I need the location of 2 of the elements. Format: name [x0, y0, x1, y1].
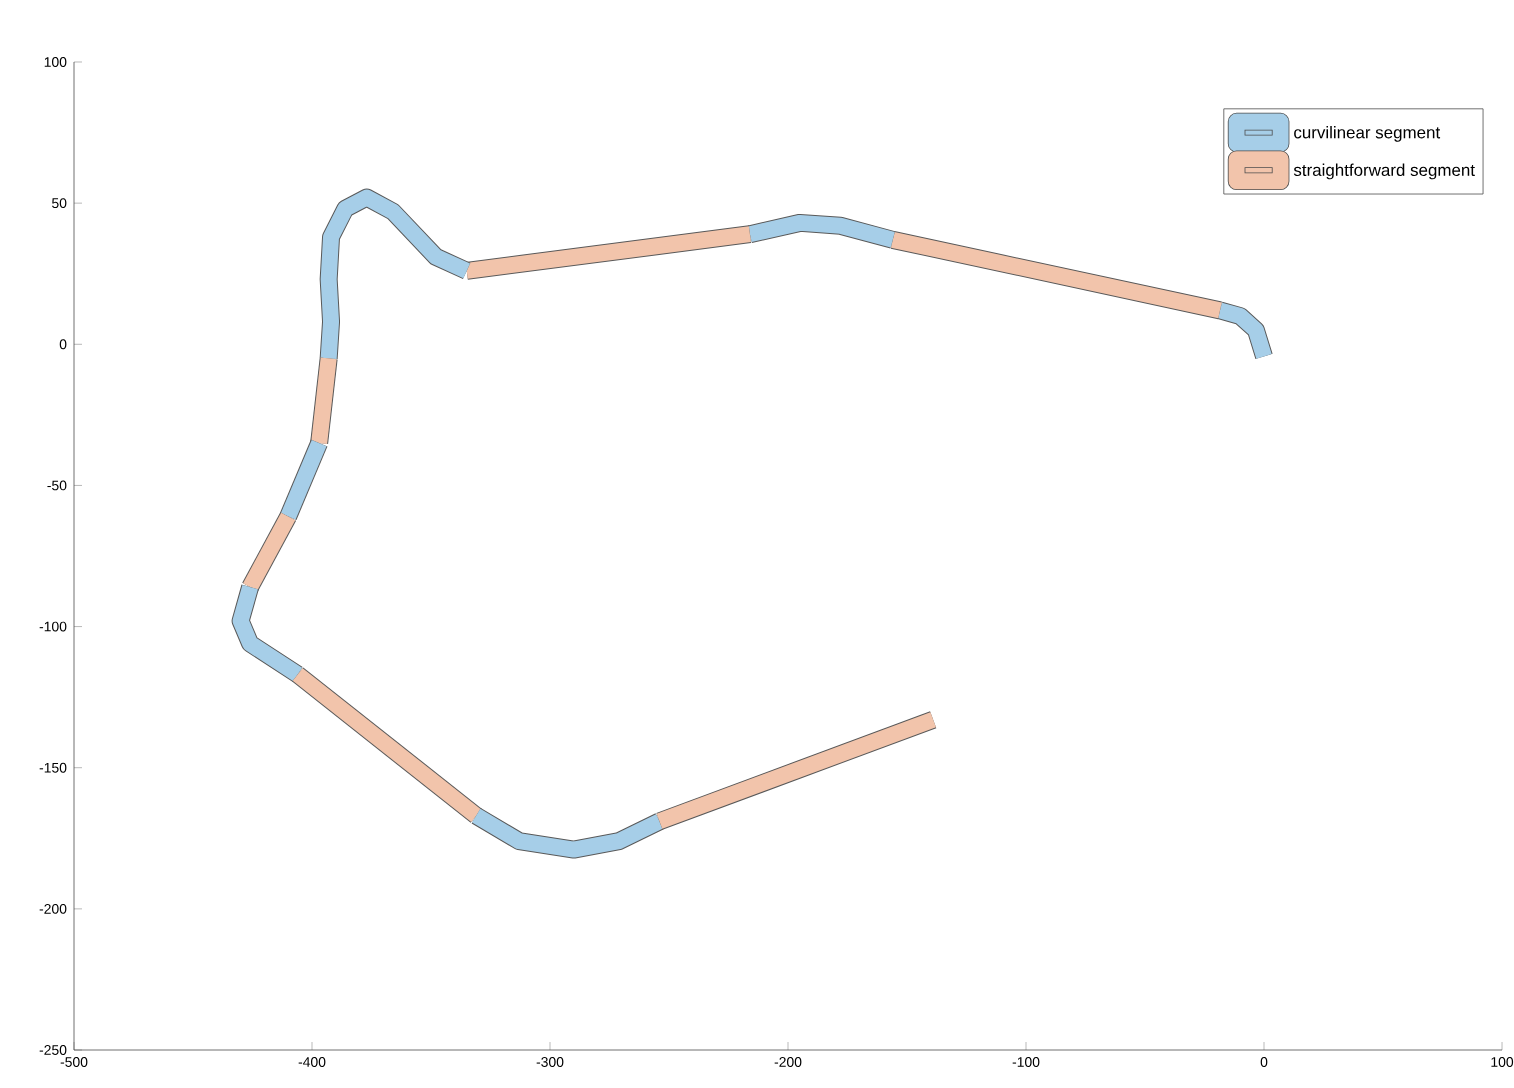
legend-label: straightforward segment	[1293, 163, 1475, 180]
legend-label: curvilinear segment	[1294, 125, 1441, 142]
